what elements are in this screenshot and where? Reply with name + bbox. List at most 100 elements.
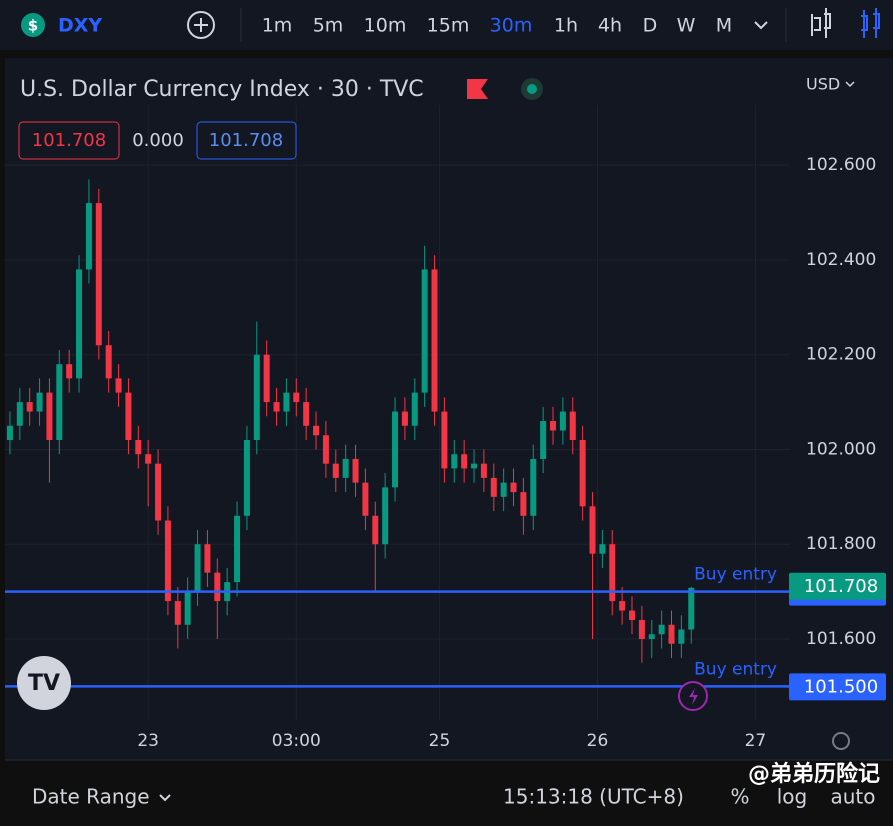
candle-body — [76, 269, 83, 379]
bid-box[interactable] — [18, 121, 120, 160]
alert-bolt — [689, 688, 698, 705]
candle-body — [36, 392, 43, 412]
interval[interactable]: 5m — [313, 15, 344, 37]
candle-body — [638, 620, 645, 639]
candle-body — [105, 345, 112, 379]
candle-body — [145, 454, 152, 464]
candle-body — [559, 411, 566, 431]
candle-body — [599, 544, 606, 554]
candle-body — [263, 354, 270, 403]
candle-body — [204, 544, 211, 573]
interval[interactable]: 30m — [490, 15, 533, 37]
toolbar — [0, 0, 893, 50]
candle-body — [66, 364, 73, 379]
last-price-label: 101.708 — [804, 576, 878, 597]
candle-body — [155, 463, 162, 521]
interval[interactable]: 4h — [598, 15, 622, 37]
x-tick-label: 27 — [745, 731, 767, 751]
interval[interactable]: 10m — [364, 15, 407, 37]
candle-body — [421, 269, 428, 393]
candle-body — [480, 463, 487, 478]
add-symbol[interactable] — [187, 11, 215, 39]
interval[interactable]: 1m — [262, 15, 293, 37]
log-toggle[interactable]: log — [777, 785, 808, 809]
logo-bg — [17, 656, 71, 710]
date-range[interactable]: Date Range — [32, 785, 150, 809]
logo: TV — [28, 671, 60, 696]
y-tick-label: 101.600 — [806, 629, 876, 649]
candle-body — [6, 425, 13, 440]
line-label: Buy entry — [694, 659, 777, 679]
settings[interactable] — [832, 732, 850, 750]
candle-body — [303, 402, 310, 426]
auto-toggle[interactable]: auto — [830, 785, 875, 809]
candle-body — [26, 402, 33, 412]
candle-body — [125, 392, 132, 440]
candle-body — [688, 587, 695, 630]
symbol[interactable]: DXY — [58, 15, 102, 37]
percent-toggle[interactable]: % — [730, 785, 749, 809]
ask: 101.708 — [209, 130, 283, 151]
candle-body — [164, 520, 171, 602]
candle-body — [293, 392, 300, 403]
plot — [5, 105, 790, 720]
candle-body — [322, 435, 329, 464]
candle-body — [471, 463, 478, 469]
candle-body — [16, 402, 23, 426]
chart-panel — [5, 58, 893, 760]
y-tick-label: 102.000 — [806, 439, 876, 459]
candle-body — [234, 515, 241, 583]
currency[interactable]: USD — [806, 75, 840, 94]
candle-body — [382, 487, 389, 545]
bid: 101.708 — [32, 130, 106, 151]
interval[interactable]: 1h — [554, 15, 578, 37]
currency-menu — [845, 81, 855, 88]
chart-title: U.S. Dollar Currency Index · 30 · TVC — [20, 77, 424, 102]
candle-body — [490, 477, 497, 497]
candle-body — [313, 425, 320, 436]
candle-body — [441, 411, 448, 469]
candle-body — [392, 411, 399, 488]
clock: 15:13:18 (UTC+8) — [503, 785, 684, 809]
x-tick-label: 23 — [137, 731, 159, 751]
candle-body — [609, 544, 616, 602]
candle-body — [56, 364, 63, 440]
line-label: Buy entry — [694, 565, 777, 585]
candle-body — [589, 506, 596, 554]
chart-type-active[interactable] — [861, 8, 880, 38]
candle-body — [648, 634, 655, 639]
symbol-icon-glyph: $ — [28, 17, 38, 35]
candle-body — [243, 439, 250, 516]
candle-body — [342, 458, 349, 478]
candle-body — [569, 411, 576, 440]
interval[interactable]: M — [716, 15, 732, 37]
candle-body — [283, 392, 290, 412]
candle-body — [253, 354, 260, 440]
interval-menu[interactable] — [754, 21, 768, 30]
last-price-tag — [789, 572, 886, 600]
y-tick-label: 101.800 — [806, 534, 876, 554]
candle-body — [352, 458, 359, 483]
candle-body — [214, 572, 221, 602]
y-tick-label: 102.200 — [806, 345, 876, 365]
price-tag-label: 101.500 — [804, 676, 878, 697]
candle-body — [629, 610, 636, 621]
candle-body — [510, 482, 517, 493]
interval[interactable]: D — [643, 15, 658, 37]
interval[interactable]: 15m — [427, 15, 470, 37]
candle-body — [619, 601, 626, 611]
candle-body — [540, 421, 547, 459]
candle-body — [362, 482, 369, 516]
x-tick-label: 03:00 — [272, 731, 321, 751]
candle-body — [461, 454, 468, 469]
symbol-icon — [21, 13, 45, 37]
candle-body — [451, 454, 458, 469]
candle-body — [184, 591, 191, 625]
chart-type[interactable] — [811, 8, 831, 38]
interval[interactable]: W — [677, 15, 696, 37]
candle-body — [85, 203, 92, 270]
ask-box[interactable] — [196, 121, 297, 160]
candle-body — [95, 203, 102, 346]
candle-body — [135, 439, 142, 455]
